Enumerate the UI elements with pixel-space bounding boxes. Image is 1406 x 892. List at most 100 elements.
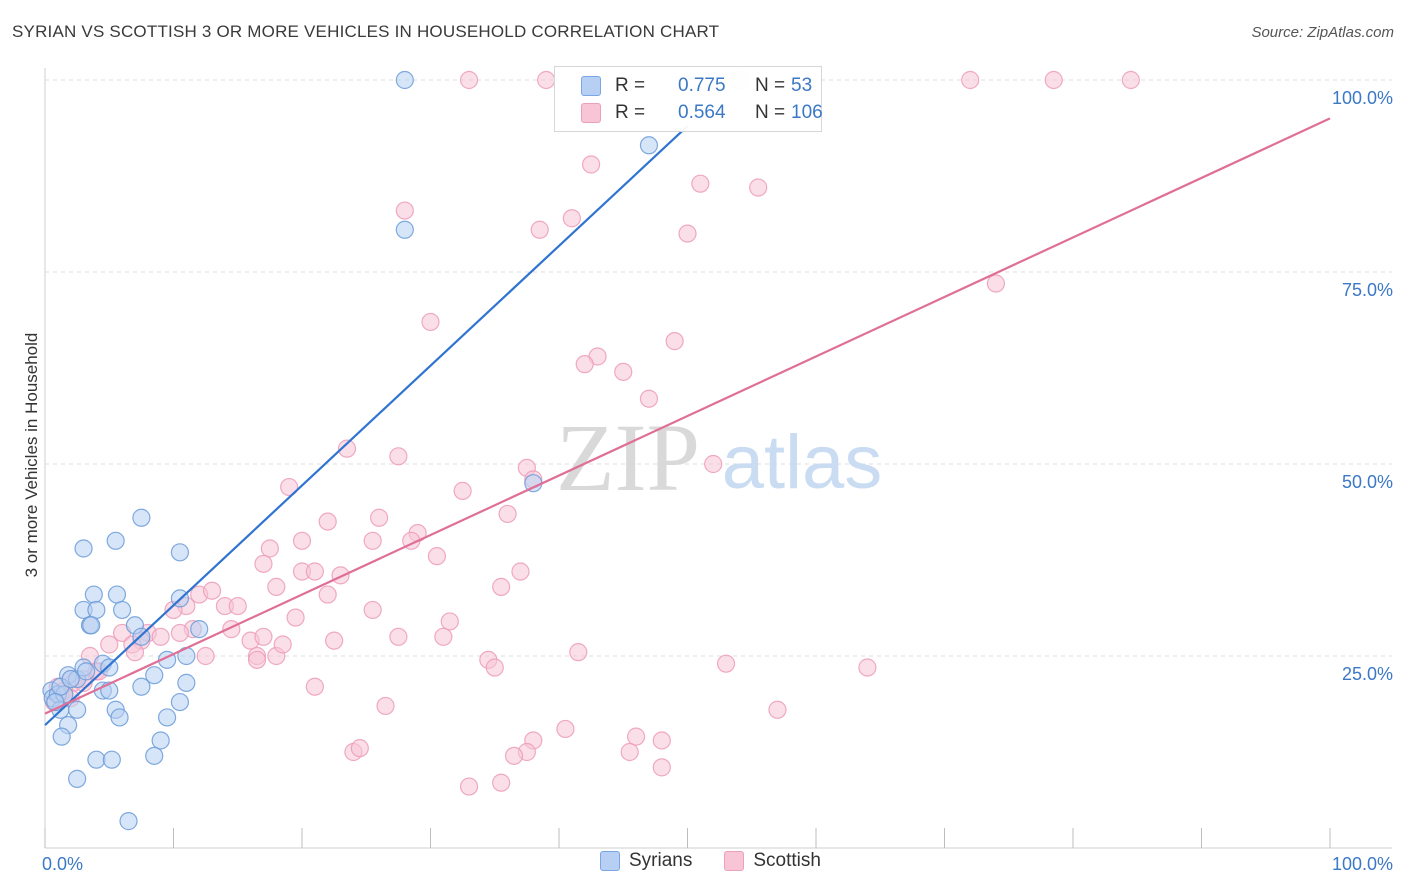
- scottish-swatch: [581, 103, 601, 123]
- scottish-point: [389, 627, 408, 646]
- scottish-point: [125, 643, 145, 662]
- scottish-point: [556, 719, 575, 739]
- syrians-swatch: [600, 851, 620, 871]
- y-tick-label: 75.0%: [1342, 280, 1393, 300]
- scottish-point: [537, 70, 556, 90]
- watermark: ZIP atlas: [556, 404, 882, 511]
- scottish-point: [665, 332, 684, 351]
- scottish-point: [986, 274, 1006, 293]
- scottish-point: [453, 481, 472, 500]
- scottish-point: [511, 562, 530, 581]
- scottish-point: [498, 504, 517, 524]
- syrians-point: [110, 708, 129, 727]
- watermark-atlas: atlas: [722, 420, 883, 505]
- syrians-point: [119, 812, 138, 831]
- trend-lines: [44, 117, 1331, 726]
- syrians-point: [132, 677, 151, 696]
- syrians-point: [395, 70, 414, 90]
- scottish-point: [421, 312, 440, 332]
- scottish-point: [363, 600, 382, 620]
- scottish-point: [280, 477, 299, 497]
- x-tick-label: 0.0%: [42, 854, 83, 874]
- syrians-point: [157, 708, 177, 727]
- scottish-point: [562, 209, 581, 228]
- scottish-point: [254, 554, 273, 573]
- scottish-point: [678, 224, 697, 243]
- grid-lines: [45, 79, 1392, 657]
- syrians-point: [68, 769, 87, 788]
- scottish-point: [1121, 70, 1140, 90]
- scottish-point: [363, 531, 382, 550]
- syrians-point: [52, 727, 71, 746]
- y-tick-label: 50.0%: [1342, 472, 1393, 492]
- syrians-point: [106, 531, 125, 550]
- syrians-point: [170, 692, 190, 712]
- scottish-point: [273, 635, 292, 654]
- syrians-point: [151, 731, 170, 750]
- scottish-point: [1044, 70, 1063, 90]
- tick-labels: 25.0% 50.0% 75.0% 100.0% 0.0% 100.0%: [42, 88, 1393, 874]
- legend-label-syrians: Syrians: [629, 850, 693, 871]
- x-tick-label: 100.0%: [1332, 854, 1393, 874]
- scottish-point: [202, 581, 222, 600]
- scottish-point: [620, 742, 639, 762]
- y-tick-label: 100.0%: [1332, 88, 1393, 108]
- syrians-point: [74, 539, 93, 558]
- bottom-legend: Syrians Scottish: [600, 850, 843, 872]
- y-tick-label: 25.0%: [1342, 664, 1393, 684]
- syrians-point: [112, 600, 132, 620]
- scottish-point: [652, 731, 671, 750]
- scottish-point: [196, 646, 215, 666]
- scottish-point: [582, 155, 601, 174]
- syrians-point: [170, 543, 190, 562]
- scottish-point: [100, 635, 119, 654]
- n-label: N =: [755, 102, 786, 123]
- scottish-point: [260, 539, 279, 558]
- syrians-point: [190, 620, 209, 639]
- scottish-point: [228, 596, 247, 616]
- syrians-point: [395, 220, 414, 239]
- scottish-point: [492, 773, 511, 792]
- scottish-point: [350, 739, 369, 758]
- syrians-point: [145, 666, 164, 685]
- scottish-point: [254, 627, 273, 646]
- syrians-point: [102, 750, 121, 769]
- syrians-point: [87, 600, 106, 620]
- scottish-swatch: [724, 851, 745, 871]
- scottish-point: [331, 566, 350, 585]
- legend-item-syrians[interactable]: Syrians: [600, 850, 692, 872]
- scottish-point: [434, 627, 453, 646]
- scottish-point: [504, 746, 524, 765]
- syrians-point: [82, 616, 101, 635]
- scottish-point: [459, 777, 479, 796]
- scottish-point: [151, 627, 170, 646]
- scottish-point: [337, 439, 357, 458]
- stats-legend: R = 0.775 N = 53 R = 0.564 N = 106: [554, 66, 823, 132]
- scottish-point: [170, 623, 190, 643]
- scottish-point: [318, 585, 337, 604]
- syrians-point: [145, 746, 164, 765]
- axes: [44, 68, 1392, 849]
- scottish-point: [716, 654, 736, 673]
- scottish-point: [691, 174, 710, 193]
- scottish-point: [427, 547, 447, 566]
- scottish-point: [459, 70, 479, 90]
- scottish-point: [376, 696, 395, 716]
- scottish-point: [704, 454, 723, 474]
- n-value: 106: [791, 102, 823, 123]
- r-value: 0.775: [678, 75, 726, 96]
- scottish-point: [652, 758, 671, 777]
- syrians-point: [639, 136, 659, 155]
- n-value: 53: [791, 75, 813, 96]
- legend-item-scottish[interactable]: Scottish: [724, 850, 821, 872]
- scottish-point: [768, 700, 787, 719]
- syrians-point: [77, 662, 96, 681]
- y-axis-label: 3 or more Vehicles in Household: [22, 333, 41, 578]
- syrians-point: [84, 585, 103, 604]
- r-label: R =: [615, 102, 646, 123]
- scottish-point: [858, 658, 877, 677]
- syrians-point: [100, 658, 119, 677]
- scottish-point: [961, 70, 980, 90]
- scottish-point: [530, 220, 549, 239]
- syrians-swatch: [581, 76, 601, 96]
